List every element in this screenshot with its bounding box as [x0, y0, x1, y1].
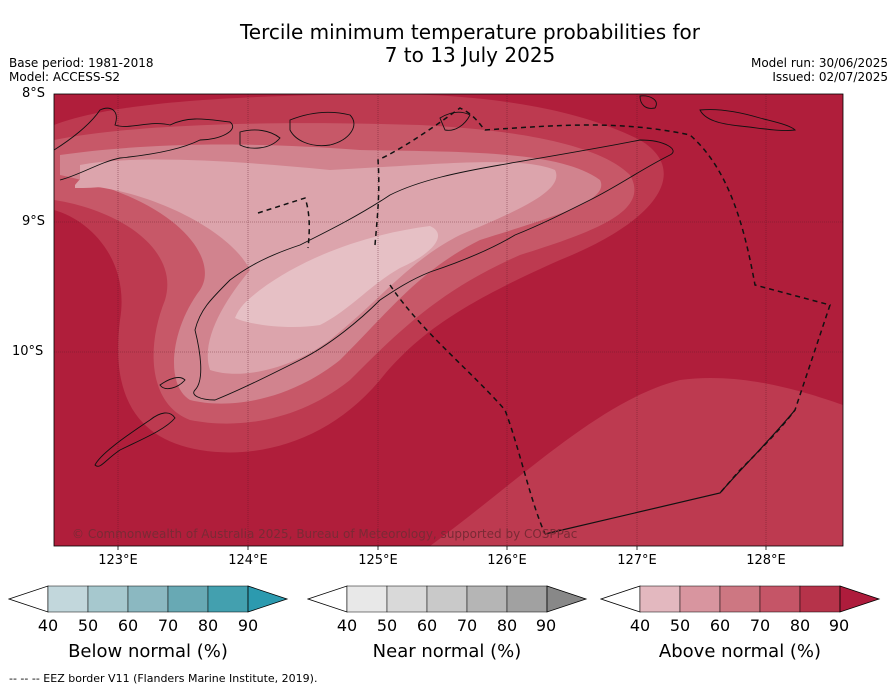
legend-tick: 60 [117, 616, 139, 635]
semau-coast [159, 377, 186, 390]
map-frame [53, 93, 844, 547]
flores-coast [54, 107, 233, 181]
lon-label-127e: 127°E [617, 553, 657, 568]
base-period: Base period: 1981-2018 [9, 56, 154, 70]
lon-label-125e: 125°E [358, 553, 398, 568]
eez-footnote: -- -- -- EEZ border V11 (Flanders Marine… [9, 672, 318, 685]
lat-label-8s: 8°S [22, 86, 46, 101]
legend-tick: 50 [669, 616, 691, 635]
eez-border [257, 107, 831, 535]
legend-near-colorbar [307, 585, 588, 613]
legend-extend-high [546, 585, 588, 613]
copyright-notice: © Commonwealth of Australia 2025, Bureau… [72, 527, 578, 541]
legend-extend-low [8, 585, 49, 613]
legend-swatch [386, 585, 428, 613]
eez-border-solid [544, 409, 796, 535]
field-80-south [430, 378, 843, 546]
legend-tick: 40 [336, 616, 358, 635]
probability-field [54, 94, 843, 546]
sumba-rote-coast [94, 412, 176, 467]
legend-swatch [759, 585, 801, 613]
model-run: Model run: 30/06/2025 [750, 56, 888, 70]
lon-ticks [117, 546, 767, 550]
legend-extend-low [600, 585, 641, 613]
legend-swatch [679, 585, 721, 613]
lon-label-126e: 126°E [487, 553, 527, 568]
legend-swatch [639, 585, 681, 613]
legend-tick: 80 [789, 616, 811, 635]
issued-date: Issued: 02/07/2025 [772, 70, 888, 84]
timor-coast [193, 139, 674, 401]
legend-tick: 40 [629, 616, 651, 635]
map-title-line2: 7 to 13 July 2025 [384, 43, 556, 67]
legend-extend-high [247, 585, 289, 613]
legend-swatch [167, 585, 209, 613]
pantar-coast [239, 129, 281, 149]
legend-below-title: Below normal (%) [68, 641, 228, 662]
legend-extend-low [307, 585, 348, 613]
legend-tick: 70 [749, 616, 771, 635]
lon-label-124e: 124°E [228, 553, 268, 568]
legend-tick: 90 [828, 616, 850, 635]
lon-label-128e: 128°E [746, 553, 786, 568]
map-title-line1: Tercile minimum temperature probabilitie… [239, 20, 701, 44]
legend-tick: 80 [496, 616, 518, 635]
island-north [639, 95, 657, 109]
model-name: Model: ACCESS-S2 [9, 70, 121, 84]
lat-label-9s: 9°S [22, 214, 46, 229]
field-40 [235, 226, 439, 328]
legend-swatch [47, 585, 89, 613]
legend-below-colorbar [8, 585, 289, 613]
legend-swatch [346, 585, 388, 613]
legend-swatch [426, 585, 468, 613]
graticule [54, 94, 843, 546]
legend-tick: 90 [535, 616, 557, 635]
legend-swatch [207, 585, 249, 613]
legend-tick: 50 [376, 616, 398, 635]
lat-label-10s: 10°S [12, 344, 44, 359]
legend-swatch [127, 585, 169, 613]
legend-tick: 40 [37, 616, 59, 635]
legend-swatch [719, 585, 761, 613]
legend-above-title: Above normal (%) [658, 641, 822, 662]
legend-near-title: Near normal (%) [372, 641, 522, 662]
legend-swatch [87, 585, 129, 613]
field-50-west [75, 165, 146, 188]
coastlines [54, 95, 796, 467]
legend-tick: 60 [416, 616, 438, 635]
legend-tick: 70 [456, 616, 478, 635]
legend-tick: 90 [237, 616, 259, 635]
legend-tick: 80 [197, 616, 219, 635]
legend-tick: 60 [709, 616, 731, 635]
legend-tick: 50 [77, 616, 99, 635]
legend-swatch [799, 585, 841, 613]
alor-coast [289, 111, 355, 147]
lon-label-123e: 123°E [98, 553, 138, 568]
legend-swatch [466, 585, 508, 613]
meta-right: Model run: 30/06/2025 Issued: 02/07/2025 [751, 56, 888, 84]
meta-left: Base period: 1981-2018 Model: ACCESS-S2 [9, 56, 154, 84]
legend-swatch [506, 585, 548, 613]
legend-extend-high [839, 585, 881, 613]
legend-tick: 70 [157, 616, 179, 635]
babar-coast [699, 109, 796, 131]
legend-above-colorbar [600, 585, 881, 613]
wetar-coast [439, 111, 471, 131]
